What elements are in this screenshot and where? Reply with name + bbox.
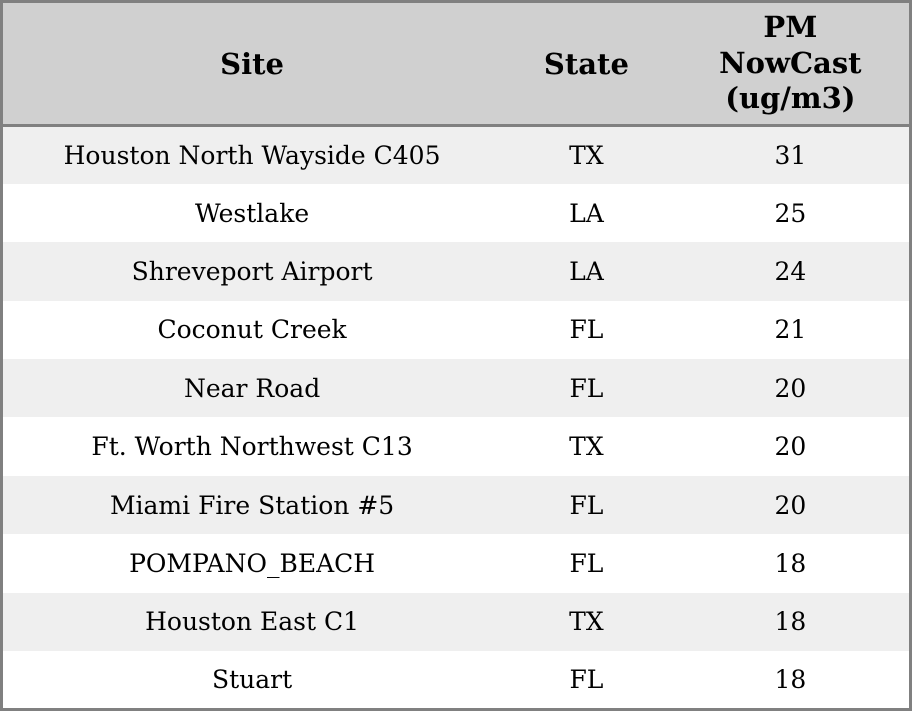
- pm-value-cell: 25: [774, 198, 807, 228]
- table-row: Westlake LA 25: [1, 183, 911, 243]
- column-header-site: Site: [1, 1, 502, 127]
- site-cell: Stuart: [211, 665, 293, 694]
- pm-value-cell: 21: [774, 315, 807, 345]
- site-cell: Westlake: [194, 198, 310, 228]
- pm-value-cell: 20: [774, 490, 807, 520]
- table-header: Site State PM NowCast (ug/m3): [1, 1, 911, 127]
- table-row: Houston North Wayside C405 TX 31: [1, 125, 911, 184]
- state-cell: TX: [569, 140, 604, 170]
- site-cell: POMPANO_BEACH: [129, 548, 376, 578]
- state-cell: TX: [569, 607, 604, 637]
- site-cell: Shreveport Airport: [131, 256, 373, 286]
- site-cell: Coconut Creek: [157, 315, 347, 345]
- state-cell: FL: [569, 548, 604, 578]
- pm-value-cell: 20: [774, 432, 807, 462]
- header-row: Site State PM NowCast (ug/m3): [1, 1, 911, 127]
- table-row: Houston East C1 TX 18: [1, 592, 911, 652]
- site-cell: Ft. Worth Northwest C13: [91, 432, 413, 462]
- column-header-state: State: [501, 1, 672, 127]
- state-cell: TX: [569, 432, 604, 462]
- pm-value-cell: 18: [774, 548, 807, 578]
- table-body: Houston North Wayside C405 TX 31 Westlak…: [1, 125, 911, 710]
- site-cell: Houston North Wayside C405: [63, 140, 441, 170]
- table-row: Coconut Creek FL 21: [1, 300, 911, 360]
- state-cell: FL: [569, 373, 604, 403]
- pm-value-cell: 31: [774, 140, 807, 170]
- state-cell: FL: [569, 315, 604, 345]
- table-row: Stuart FL 18: [1, 651, 911, 710]
- state-cell: FL: [569, 665, 604, 694]
- column-header-pm-nowcast: PM NowCast (ug/m3): [671, 1, 911, 127]
- state-cell: LA: [569, 198, 604, 228]
- state-cell: FL: [569, 490, 604, 520]
- site-cell: Near Road: [183, 373, 321, 403]
- state-cell: LA: [569, 256, 604, 286]
- table-row: Ft. Worth Northwest C13 TX 20: [1, 417, 911, 476]
- table-row: POMPANO_BEACH FL 18: [1, 534, 911, 593]
- table-row: Miami Fire Station #5 FL 20: [1, 475, 911, 535]
- pm-value-cell: 18: [774, 607, 807, 637]
- site-cell: Houston East C1: [145, 607, 360, 637]
- pm-value-cell: 18: [774, 665, 807, 694]
- site-cell: Miami Fire Station #5: [109, 490, 395, 520]
- table-row: Shreveport Airport LA 24: [1, 242, 911, 301]
- pm-value-cell: 24: [774, 256, 807, 286]
- pm-value-cell: 20: [774, 373, 807, 403]
- table-row: Near Road FL 20: [1, 359, 911, 418]
